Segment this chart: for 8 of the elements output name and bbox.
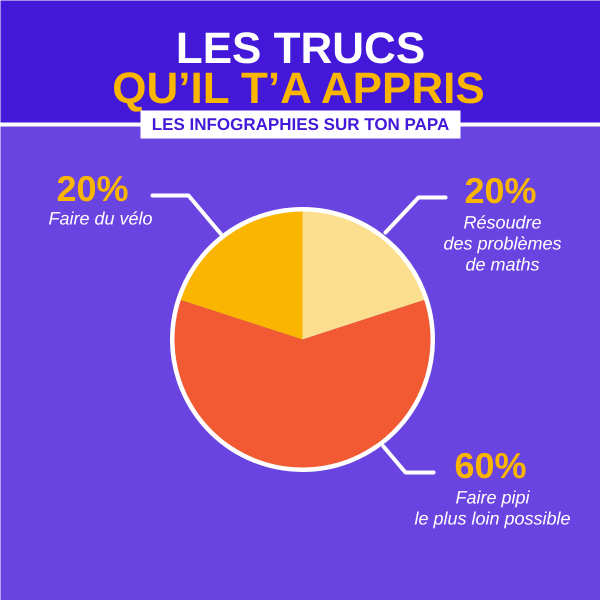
chart-subtitle: LES INFOGRAPHIES SUR TON PAPA xyxy=(152,115,450,134)
data-label: 60% xyxy=(454,445,527,486)
data-label: 20% xyxy=(464,170,537,211)
slice-label: Faire pipi le plus loin possible xyxy=(414,488,571,528)
chart-title: LES TRUCS QU’IL T’A APPRIS xyxy=(112,24,485,113)
slice-label: Résoudre des problèmes de maths xyxy=(443,212,562,274)
slice-label: Faire du vélo xyxy=(48,208,153,228)
data-label: 20% xyxy=(56,168,129,209)
